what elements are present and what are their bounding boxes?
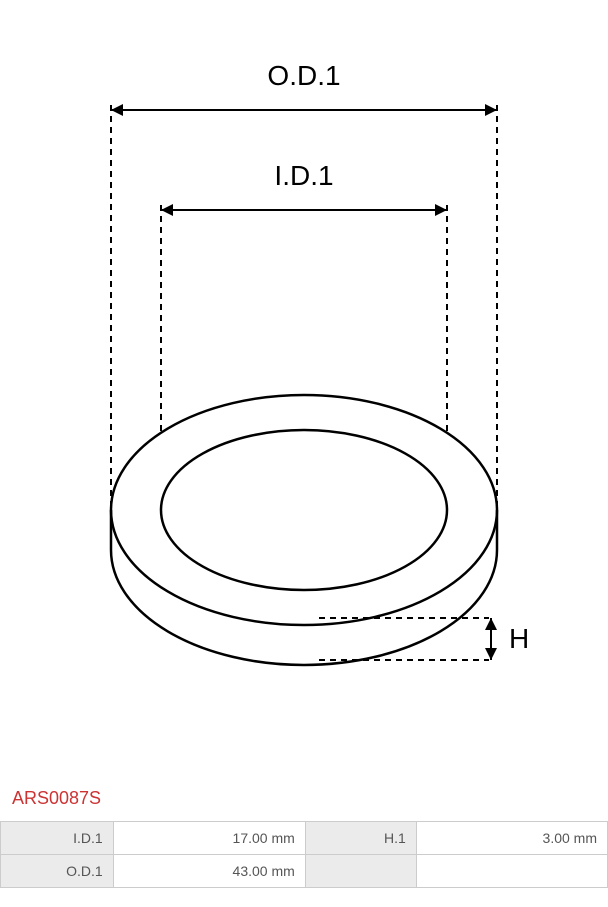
spec-table: I.D.1 17.00 mm H.1 3.00 mm O.D.1 43.00 m… [0,821,608,888]
od-arrow-right [485,104,497,116]
spec-value: 43.00 mm [113,855,305,888]
spec-value [416,855,607,888]
product-code: ARS0087S [0,780,608,817]
table-row: O.D.1 43.00 mm [1,855,608,888]
spec-label: O.D.1 [1,855,114,888]
spec-label: H.1 [305,822,416,855]
ring-inner-top [161,430,447,590]
spec-label [305,855,416,888]
id-label: I.D.1 [274,160,333,191]
id-arrow-left [161,204,173,216]
id-arrow-right [435,204,447,216]
spec-value: 17.00 mm [113,822,305,855]
od-label: O.D.1 [267,60,340,91]
od-arrow-left [111,104,123,116]
spec-value: 3.00 mm [416,822,607,855]
h-label: H.1 [509,623,529,654]
h-arrow-up [485,618,497,630]
spec-label: I.D.1 [1,822,114,855]
technical-diagram: O.D.1 I.D.1 H.1 [79,50,529,730]
table-row: I.D.1 17.00 mm H.1 3.00 mm [1,822,608,855]
diagram-container: O.D.1 I.D.1 H.1 [0,0,608,780]
h-arrow-down [485,648,497,660]
